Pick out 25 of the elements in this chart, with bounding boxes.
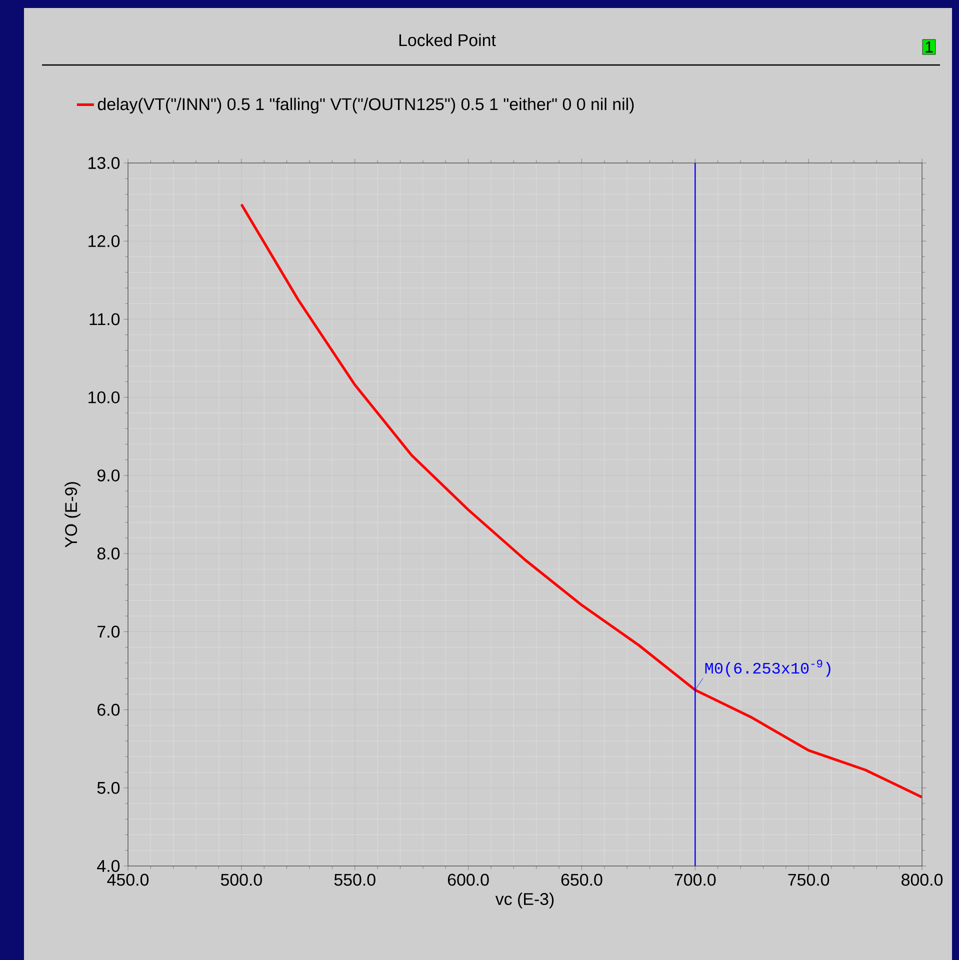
x-tick-label: 700.0: [674, 874, 716, 886]
x-tick-label: 800.0: [902, 874, 943, 886]
y-axis-title: YO (E-9): [64, 482, 80, 548]
text: 1: [926, 42, 933, 52]
x-tick-label: 450.0: [107, 874, 149, 886]
chart-title: Locked Point: [399, 34, 496, 46]
x-tick-label: 500.0: [220, 874, 262, 886]
y-tick-label: 11.0: [90, 313, 120, 326]
legend-label: delay(VT("/INN") 0.5 1 "falling" VT("/OUTN125") 0.5 1 "either" 0 0 nil nil): [98, 98, 634, 114]
x-axis-title: vc (E-3): [495, 892, 554, 908]
y-tick-label: 9.0: [97, 469, 120, 482]
annotation: M0(6.253x10$^{-9}$): [705, 660, 830, 677]
y-tick-label: 8.0: [97, 548, 120, 560]
x-tick-label: 550.0: [334, 874, 376, 886]
line-series: [240, 203, 922, 799]
y-tick-label: 7.0: [98, 626, 120, 638]
x-tick-label: 600.0: [448, 874, 489, 886]
y-tick-label: 5.0: [97, 782, 120, 794]
x-tick-label: 650.0: [561, 874, 602, 886]
y-tick-label: 6.0: [98, 704, 120, 716]
x-tick-label: 750.0: [788, 874, 830, 886]
y-tick-label: 10.0: [88, 391, 120, 404]
y-tick-label: 13.0: [88, 156, 120, 169]
y-tick-label: 4.0: [97, 860, 120, 872]
y-tick-label: 12.0: [88, 235, 120, 248]
